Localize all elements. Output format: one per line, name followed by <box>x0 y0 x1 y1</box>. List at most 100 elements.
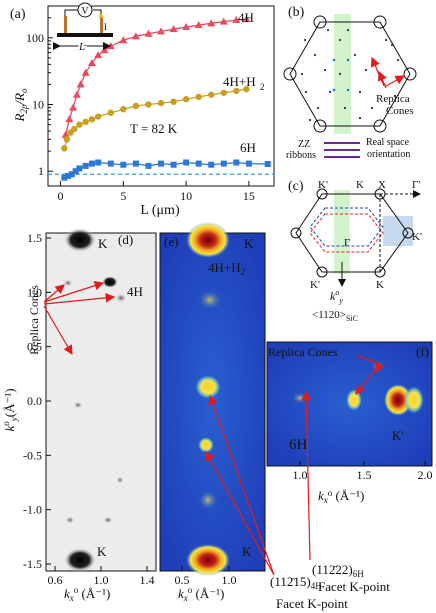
facet-4h-label-visible: (112̄15)4H <box>270 574 322 591</box>
a-point-4h <box>69 103 78 111</box>
a-point-4h-h2 <box>107 109 114 117</box>
a-point-6h <box>65 172 72 179</box>
b-dot <box>396 58 400 62</box>
a-point-6h <box>170 161 177 168</box>
a-point-6h <box>95 159 102 166</box>
d-xtick-label: 0.6 <box>48 573 63 587</box>
c-label-x: X <box>378 179 386 191</box>
panel-b-hexagon <box>289 21 411 127</box>
a-point-4h-h2 <box>233 87 240 95</box>
panel-a-ylabel: R2p/Ro <box>12 88 29 123</box>
a-point-6h <box>145 162 152 169</box>
a-point-4h-h2 <box>120 106 127 113</box>
f-xtick-label: 1.5 <box>357 468 372 482</box>
a-point-4h-h2 <box>182 96 190 103</box>
a-point-6h <box>195 160 202 167</box>
svg-text:L: L <box>78 41 85 53</box>
f-xticks: 1.0 1.5 2.0 <box>293 461 433 482</box>
b-dot <box>304 90 308 94</box>
b-dot-blue <box>332 88 336 92</box>
a-point-4h-h2 <box>61 145 68 152</box>
a-point-6h <box>72 168 79 175</box>
d-ytick-label: 1.0 <box>27 285 42 299</box>
a-point-6h <box>82 162 89 169</box>
a-point-4h <box>131 32 140 40</box>
d-xtick-label: 1.0 <box>94 573 109 587</box>
f-polytype: 6H <box>289 437 308 453</box>
panel-b-zz: ZZ <box>298 139 310 150</box>
inset-l-label: L <box>78 41 85 53</box>
a-point-4h <box>100 46 109 54</box>
panel-a: (a) 0 5 10 15 1 10 100 V I L L 4H 4H+H 2 6H T … <box>10 2 275 218</box>
a-point-4h-h2 <box>243 85 250 93</box>
series-label-4h-h2: 4H+H 2 <box>223 74 265 92</box>
svg-text:R2p/Ro: R2p/Ro <box>12 88 29 123</box>
c-direction: <1120>SiC <box>312 309 358 323</box>
d-k-bottom: K <box>97 544 107 559</box>
svg-text:2: 2 <box>260 82 265 92</box>
e-k-top: K <box>244 236 254 251</box>
a-point-4h-h2 <box>82 118 89 126</box>
bottom-xlabel-e: kxo (Å⁻¹) <box>178 585 224 603</box>
d-ytick-label: -1.0 <box>23 503 42 517</box>
d-ytick-label: 0.0 <box>27 394 42 408</box>
d-ytick-label: 1.5 <box>27 231 42 245</box>
a-point-4h <box>207 19 216 27</box>
b-dot <box>338 38 342 42</box>
b-dot <box>316 106 320 110</box>
e-polytype: 4H+H2 <box>208 260 245 277</box>
a-point-4h-h2 <box>220 89 227 96</box>
a-point-4h-h2 <box>132 102 140 110</box>
c-label-gamma-prime: Γ' <box>412 179 420 191</box>
voltmeter-icon <box>77 2 93 18</box>
facet-6h-line2: Facet K-point <box>318 579 390 594</box>
a-point-6h <box>245 160 252 167</box>
a-point-4h <box>232 16 241 24</box>
b-dot-blue <box>332 58 336 62</box>
e-xticks: 0.5 1.0 <box>175 566 237 587</box>
a-point-4h-h2 <box>63 136 71 143</box>
b-dot <box>323 68 327 72</box>
b-dot <box>370 106 374 110</box>
b-dot <box>346 28 350 32</box>
panel-c: (c) K' K X Γ' Γ K' K' K koy <1120>SiC <box>288 179 422 323</box>
a-xtick-label: 5 <box>120 189 126 203</box>
b-dot <box>308 118 312 122</box>
a-point-4h-h2 <box>145 101 152 108</box>
a-point-4h-h2 <box>88 116 96 123</box>
d-xticks: 0.6 1.0 1.4 <box>48 566 155 587</box>
c-label-k-top: K <box>356 179 364 191</box>
a-point-4h <box>61 130 70 138</box>
a-ytick-label: 10 <box>32 98 44 112</box>
panel-d-label: (d) <box>118 232 133 247</box>
c-label-gamma: Γ <box>344 237 350 249</box>
c-label-kprime-bottom: K' <box>310 279 320 291</box>
f-xtick-label: 2.0 <box>418 468 433 482</box>
inset-contact-left <box>64 16 67 33</box>
b-dot <box>338 72 342 76</box>
b-dot <box>300 72 304 76</box>
f-replica-arrows <box>301 355 385 561</box>
b-dot <box>390 43 394 47</box>
panel-b-realspace: Real space <box>366 137 410 148</box>
d-replica-arrows <box>43 281 116 356</box>
d-polytype: 4H <box>127 284 143 299</box>
d-yticks: 1.5 1.0 0.5 0.0 -0.5 -1.0 -1.5 <box>23 231 51 571</box>
b-dot <box>393 94 397 98</box>
panel-a-inset: V I L L <box>53 2 113 55</box>
a-point-4h <box>119 36 128 44</box>
a-point-6h <box>68 171 75 178</box>
b-dot-blue <box>346 88 350 92</box>
a-point-6h <box>76 165 83 172</box>
panel-a-frame <box>47 5 275 187</box>
a-point-4h <box>219 17 228 25</box>
a-point-4h <box>144 29 153 37</box>
a-point-4h <box>194 21 203 29</box>
d-ytick-label: -0.5 <box>23 448 42 462</box>
b-dot <box>343 106 347 110</box>
c-ky-label: koy <box>330 288 343 305</box>
svg-text:4H+H: 4H+H <box>223 74 256 89</box>
d-ylabel: koy(Å⁻¹) <box>1 388 19 431</box>
panel-f-label: (f) <box>416 344 429 359</box>
a-point-6h <box>264 161 271 168</box>
